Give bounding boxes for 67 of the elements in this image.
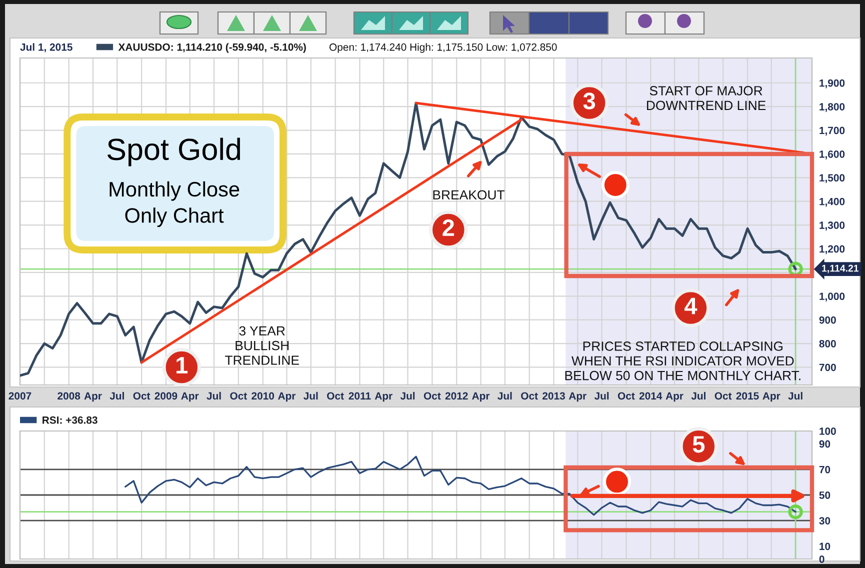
x-tick-label: Oct (714, 392, 732, 400)
x-tick-label: Oct (133, 392, 150, 400)
x-tick-label: 2014 (639, 392, 662, 400)
x-tick-label: Apr (472, 392, 490, 402)
y-tick-label: 900 (819, 316, 836, 324)
x-tick-label: Jul (206, 392, 221, 400)
y-tick-label: 1,300 (820, 222, 845, 230)
y-tick-label: 1,000 (820, 292, 845, 302)
text: Spot Gold (107, 138, 240, 166)
x-tick-label: Jul (788, 392, 802, 400)
x-tick-label: Jul (691, 392, 706, 400)
x-tick-label: Jul (110, 392, 124, 400)
x-tick-label: Oct (230, 392, 247, 400)
x-tick-label: 2012 (445, 392, 468, 400)
x-tick-label: Oct (521, 392, 538, 400)
y-tick-label: 50 (819, 492, 830, 499)
text: Monthly Close Only Chart (110, 181, 240, 227)
ref-line-label: 1,114.21 (822, 264, 859, 274)
y-tick-label: 70 (819, 466, 830, 474)
x-tick-label: Apr (84, 392, 102, 402)
annotation: START OF MAJOR DOWNTREND LINE (647, 86, 766, 110)
y-tick-label: 1,700 (820, 126, 845, 136)
x-tick-label: 2013 (542, 392, 565, 400)
y-tick-label: 1,800 (820, 103, 845, 112)
y-tick-label: 30 (819, 517, 830, 524)
y-tick-label: 1,500 (820, 174, 845, 184)
annotation: 5 (692, 436, 705, 453)
x-tick-label: Jul (594, 392, 609, 400)
y-tick-label: 1,900 (820, 79, 845, 88)
y-tick-label: 100 (820, 428, 836, 435)
x-tick-label: Apr (762, 392, 780, 402)
x-tick-label: Oct (424, 392, 441, 400)
x-tick-label: Apr (278, 392, 296, 402)
x-tick-label: 2008 (58, 392, 80, 400)
x-tick-label: 2009 (154, 392, 178, 400)
y-tick-label: 1,600 (820, 150, 845, 160)
x-tick-label: Apr (374, 392, 392, 402)
x-tick-label: Jul (304, 392, 318, 400)
annotation: 2 (442, 219, 454, 236)
x-tick-label: 2011 (348, 392, 371, 400)
x-tick-label: 2010 (252, 392, 274, 400)
y-tick-label: 10 (820, 542, 830, 550)
annotation: 4 (684, 298, 698, 314)
annotation: BREAKOUT (433, 190, 504, 200)
x-tick-label: 2007 (8, 392, 32, 400)
legend-label: RSI: +36.83 (42, 416, 98, 424)
y-tick-label: 0 (819, 556, 824, 563)
x-tick-label: Apr (181, 392, 199, 402)
annotation: 3 (583, 92, 596, 110)
x-tick-label: Jul (498, 392, 512, 400)
text: Open: 1,174.240 High: 1,175.150 Low: 1,072.850 (330, 43, 557, 53)
annotation: PRICES STARTED COLLAPSING WHEN THE RSI INDICATOR MOVED BELOW 50 ON THE MONTHLY CHART. (565, 342, 800, 380)
y-tick-label: 90 (819, 440, 830, 448)
y-tick-label: 1,400 (820, 198, 845, 207)
x-tick-label: Apr (568, 392, 586, 402)
x-tick-label: Oct (618, 392, 635, 400)
annotation: 3 YEAR BULLISH TRENDLINE (225, 326, 299, 365)
y-tick-label: 700 (819, 364, 836, 372)
text: Jul 1, 2015 (20, 43, 72, 52)
x-tick-label: 2015 (736, 392, 759, 400)
annotation: 1 (176, 357, 188, 374)
legend-label: XAUUSDO: 1,114.210 (-59.940, -5.10%) (118, 43, 306, 53)
x-tick-label: Jul (400, 392, 415, 400)
x-tick-label: Oct (327, 392, 344, 400)
y-tick-label: 800 (819, 340, 836, 348)
x-tick-label: Apr (666, 392, 684, 402)
y-tick-label: 1,200 (820, 245, 845, 254)
